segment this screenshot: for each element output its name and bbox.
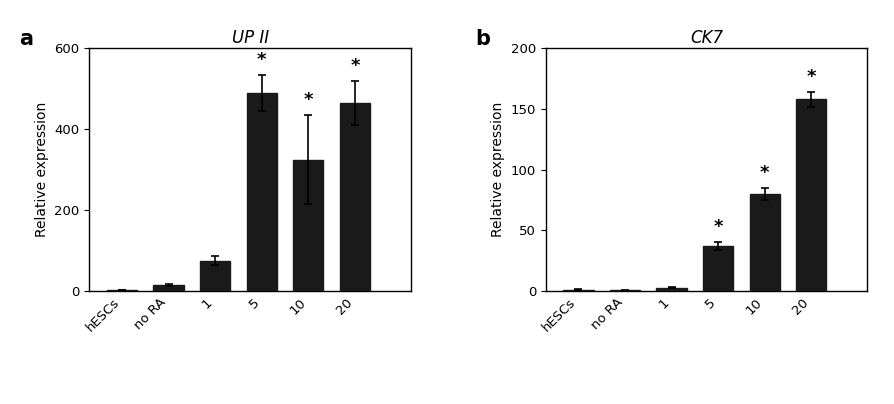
Bar	[610, 290, 640, 291]
Bar	[107, 290, 137, 291]
Bar	[656, 288, 687, 291]
Bar	[247, 93, 277, 291]
Text: b: b	[475, 29, 490, 49]
Bar	[797, 99, 826, 291]
Text: *: *	[806, 68, 816, 86]
Text: *: *	[304, 91, 313, 109]
Y-axis label: Relative expression: Relative expression	[35, 102, 49, 237]
Bar	[703, 246, 733, 291]
Bar	[293, 160, 324, 291]
Bar	[200, 261, 231, 291]
Text: *: *	[760, 164, 770, 182]
Text: *: *	[257, 50, 266, 69]
Bar	[154, 285, 184, 291]
Bar	[749, 194, 780, 291]
Y-axis label: Relative expression: Relative expression	[491, 102, 505, 237]
Text: *: *	[713, 218, 723, 236]
Title: UP II: UP II	[232, 29, 269, 47]
Bar	[340, 103, 370, 291]
Bar	[563, 290, 594, 291]
Text: a: a	[19, 29, 33, 49]
Title: CK7: CK7	[690, 29, 723, 47]
Text: *: *	[350, 57, 359, 75]
